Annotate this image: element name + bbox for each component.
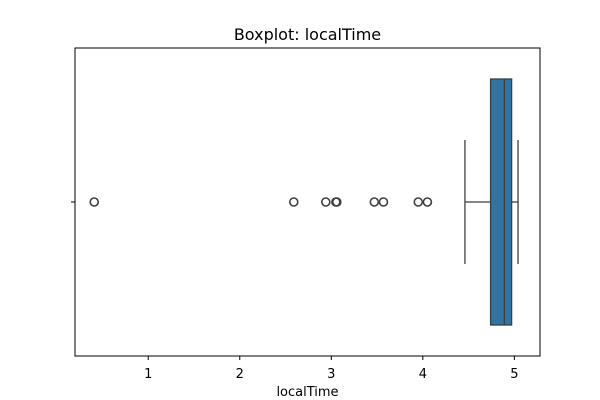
- outlier-point: [422, 197, 433, 207]
- x-tick-label: 3: [327, 367, 335, 382]
- outlier-point: [369, 197, 380, 207]
- outlier-point: [331, 197, 342, 207]
- outlier-point: [321, 197, 331, 207]
- x-axis-label: localTime: [276, 385, 338, 400]
- x-tick-label: 4: [419, 367, 427, 382]
- plot-area: [74, 47, 541, 357]
- iqr-box: [489, 78, 513, 326]
- outlier-point: [413, 197, 424, 207]
- x-tick-label: 2: [236, 367, 244, 382]
- outlier-point: [89, 197, 100, 207]
- outlier-point: [378, 197, 389, 207]
- outlier-point: [288, 197, 299, 207]
- x-tick-label: 5: [510, 367, 518, 382]
- x-tick-label: 1: [144, 367, 152, 382]
- chart-title: Boxplot: localTime: [234, 25, 381, 44]
